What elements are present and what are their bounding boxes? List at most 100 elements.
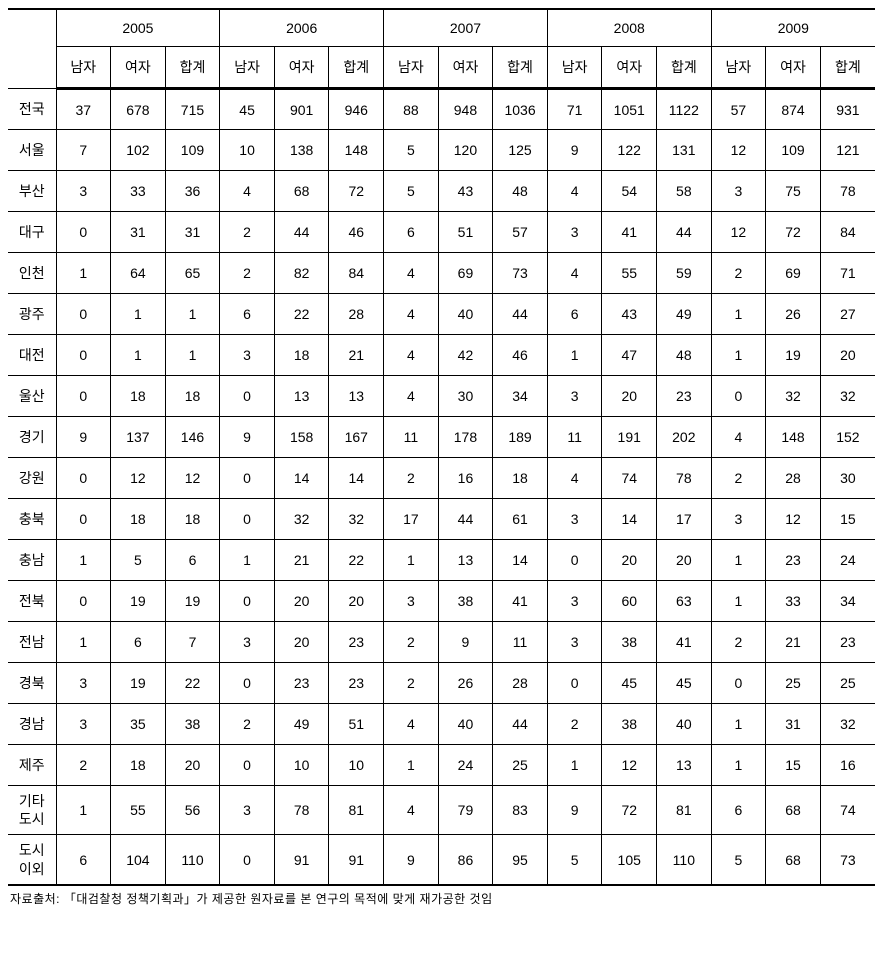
table-header: 2005 2006 2007 2008 2009 남자여자합계남자여자합계남자여… [8,9,875,89]
data-cell: 1036 [493,89,548,130]
data-cell: 28 [493,663,548,704]
table-row: 경남3353824951440442384013132 [8,704,875,745]
year-cell: 2008 [547,9,711,47]
data-cell: 38 [438,581,493,622]
data-cell: 122 [602,130,657,171]
data-cell: 109 [165,130,220,171]
data-cell: 5 [711,835,766,885]
table-row: 충남15612122113140202012324 [8,540,875,581]
data-cell: 23 [820,622,875,663]
data-cell: 72 [766,212,821,253]
data-cell: 102 [111,130,166,171]
sub-header-cell: 남자 [384,47,439,89]
data-cell: 5 [111,540,166,581]
sub-header-row: 남자여자합계남자여자합계남자여자합계남자여자합계남자여자합계 [8,47,875,89]
data-cell: 13 [657,745,712,786]
data-cell: 44 [274,212,329,253]
data-cell: 28 [329,294,384,335]
data-cell: 23 [766,540,821,581]
data-cell: 11 [547,417,602,458]
row-label: 대전 [8,335,56,376]
data-cell: 3 [220,786,275,835]
data-cell: 21 [274,540,329,581]
data-cell: 49 [274,704,329,745]
data-cell: 25 [766,663,821,704]
data-cell: 37 [56,89,111,130]
data-cell: 12 [111,458,166,499]
data-cell: 69 [766,253,821,294]
data-cell: 1 [220,540,275,581]
data-cell: 58 [657,171,712,212]
data-cell: 25 [820,663,875,704]
data-cell: 0 [220,458,275,499]
data-cell: 28 [766,458,821,499]
data-cell: 18 [274,335,329,376]
data-cell: 4 [384,786,439,835]
table-body: 전국37678715459019468894810367110511122578… [8,89,875,885]
data-cell: 1 [711,294,766,335]
data-cell: 81 [329,786,384,835]
data-cell: 2 [56,745,111,786]
data-cell: 109 [766,130,821,171]
data-cell: 2 [220,253,275,294]
data-cell: 18 [111,499,166,540]
table-row: 전북0191902020338413606313334 [8,581,875,622]
data-cell: 45 [657,663,712,704]
data-cell: 69 [438,253,493,294]
data-cell: 56 [165,786,220,835]
data-cell: 32 [820,704,875,745]
row-label: 제주 [8,745,56,786]
data-cell: 33 [766,581,821,622]
data-cell: 5 [384,130,439,171]
data-cell: 2 [711,253,766,294]
table-row: 강원0121201414216184747822830 [8,458,875,499]
data-cell: 30 [820,458,875,499]
data-cell: 47 [602,335,657,376]
data-cell: 32 [329,499,384,540]
data-cell: 167 [329,417,384,458]
data-cell: 30 [438,376,493,417]
data-cell: 45 [220,89,275,130]
data-cell: 202 [657,417,712,458]
table-row: 전남1673202329113384122123 [8,622,875,663]
row-label: 기타도시 [8,786,56,835]
row-label: 충북 [8,499,56,540]
data-cell: 6 [711,786,766,835]
data-cell: 9 [547,786,602,835]
data-cell: 16 [820,745,875,786]
data-cell: 84 [820,212,875,253]
data-cell: 24 [820,540,875,581]
data-cell: 23 [274,663,329,704]
data-cell: 20 [165,745,220,786]
data-cell: 31 [766,704,821,745]
data-cell: 32 [274,499,329,540]
data-cell: 0 [547,663,602,704]
data-cell: 9 [547,130,602,171]
data-cell: 20 [274,622,329,663]
data-cell: 0 [56,294,111,335]
data-cell: 32 [820,376,875,417]
data-cell: 41 [602,212,657,253]
data-cell: 44 [657,212,712,253]
data-cell: 41 [493,581,548,622]
data-cell: 4 [711,417,766,458]
data-cell: 1 [547,335,602,376]
data-cell: 68 [766,835,821,885]
data-cell: 20 [657,540,712,581]
data-cell: 14 [493,540,548,581]
data-cell: 1 [165,335,220,376]
data-cell: 6 [111,622,166,663]
data-cell: 14 [602,499,657,540]
data-cell: 120 [438,130,493,171]
data-cell: 31 [111,212,166,253]
data-cell: 12 [766,499,821,540]
data-cell: 18 [165,499,220,540]
data-cell: 6 [220,294,275,335]
data-cell: 131 [657,130,712,171]
data-cell: 0 [711,663,766,704]
data-cell: 63 [657,581,712,622]
data-cell: 71 [547,89,602,130]
data-cell: 125 [493,130,548,171]
row-label: 충남 [8,540,56,581]
data-cell: 901 [274,89,329,130]
